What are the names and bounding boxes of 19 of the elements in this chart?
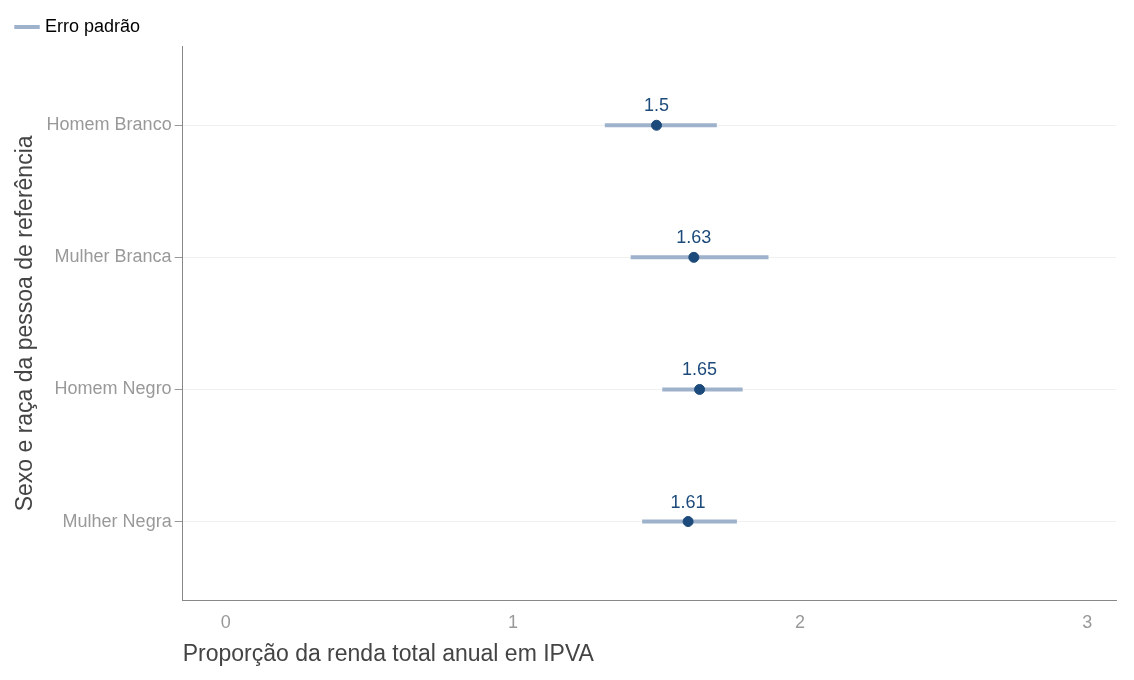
point (688, 251, 700, 263)
point (682, 516, 694, 528)
x-axis-title: Proporção da renda total anual em IPVA (182, 639, 595, 666)
x-tick-label: 2 (795, 611, 806, 632)
y-tick-label: Homem Negro (54, 378, 172, 399)
point (651, 119, 662, 131)
data-label: 1.61 (670, 491, 706, 512)
x-tick-label: 1 (507, 611, 518, 632)
text: Erro padrão (45, 15, 141, 36)
y-axis-title: Sexo e raça da pessoa de referência (11, 135, 38, 512)
x-tick-label: 3 (1082, 611, 1093, 632)
y-tick-label: Homem Branco (46, 114, 172, 135)
data-label: 1.5 (643, 95, 670, 116)
data-label: 1.65 (682, 359, 718, 380)
y-tick-label: Mulher Branca (54, 246, 173, 267)
data-label: 1.63 (676, 227, 712, 248)
x-tick-label: 0 (220, 611, 231, 632)
y-tick-label: Mulher Negra (62, 510, 173, 531)
point (694, 383, 706, 395)
